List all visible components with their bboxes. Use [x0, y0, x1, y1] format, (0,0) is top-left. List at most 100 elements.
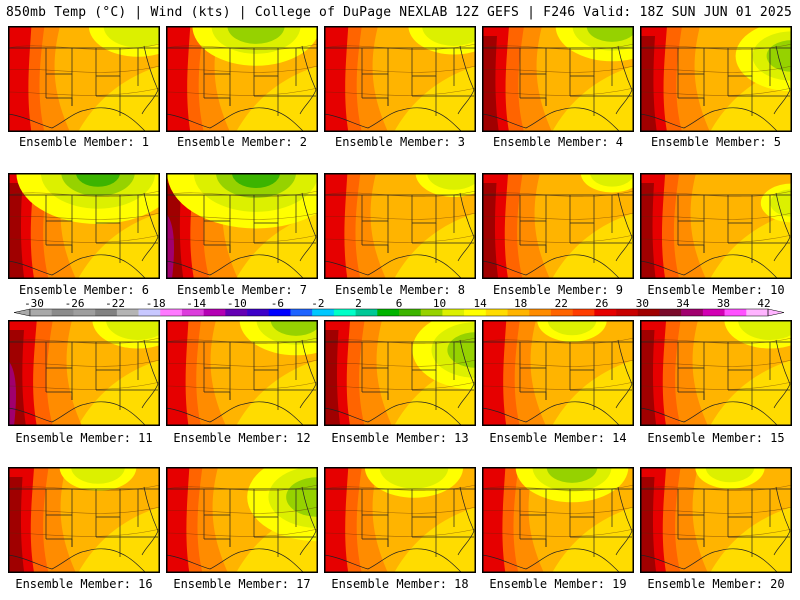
chart-title: 850mb Temp (°C) | Wind (kts) | College o…: [6, 5, 448, 20]
ensemble-member-panel: [166, 26, 318, 132]
colorbar-segment: [160, 309, 183, 316]
colorbar-segment: [420, 309, 443, 316]
colorbar-segment: [442, 309, 465, 316]
colorbar-tick-label: 30: [636, 297, 649, 310]
ensemble-member-label: Ensemble Member: 7: [176, 283, 308, 297]
ensemble-member-panel: [640, 173, 792, 279]
colorbar-tick-label: 26: [595, 297, 608, 310]
ensemble-member-panel: [166, 467, 318, 573]
ensemble-member-panel: [324, 26, 476, 132]
ensemble-member-label: Ensemble Member: 6: [18, 283, 150, 297]
ensemble-member-label: Ensemble Member: 1: [18, 135, 150, 149]
colorbar-segment: [659, 309, 682, 316]
temperature-map: [8, 467, 160, 573]
colorbar-segment: [95, 309, 118, 316]
colorbar-tick-label: -2: [311, 297, 324, 310]
colorbar-tick-label: -30: [24, 297, 44, 310]
ensemble-member-label: Ensemble Member: 2: [176, 135, 308, 149]
ensemble-member-panel: [8, 320, 160, 426]
temperature-map: [166, 173, 318, 279]
colorbar-segment: [181, 309, 204, 316]
colorbar-tick-label: 18: [514, 297, 527, 310]
ensemble-member-panel: [8, 26, 160, 132]
colorbar-segment: [268, 309, 291, 316]
colorbar-segment: [746, 309, 769, 316]
ensemble-member-label: Ensemble Member: 10: [647, 283, 785, 297]
ensemble-member-panel: [8, 467, 160, 573]
ensemble-member-panel: [8, 173, 160, 279]
colorbar-segment: [572, 309, 595, 316]
ensemble-member-label: Ensemble Member: 13: [331, 431, 469, 445]
temperature-map: [482, 467, 634, 573]
temperature-map: [166, 467, 318, 573]
colorbar-segment: [203, 309, 226, 316]
colorbar-segment: [594, 309, 617, 316]
temperature-map: [8, 26, 160, 132]
temperature-map: [482, 26, 634, 132]
ensemble-member-panel: [324, 320, 476, 426]
ensemble-member-panel: [166, 173, 318, 279]
colorbar-segment: [507, 309, 530, 316]
colorbar-tick-label: 10: [433, 297, 446, 310]
temperature-map: [640, 26, 792, 132]
temperature-map: [482, 173, 634, 279]
colorbar-tick-label: -6: [271, 297, 284, 310]
ensemble-member-panel: [640, 467, 792, 573]
temperature-map: [640, 173, 792, 279]
ensemble-member-panel: [482, 173, 634, 279]
ensemble-member-label: Ensemble Member: 8: [334, 283, 466, 297]
colorbar-segment: [116, 309, 139, 316]
ensemble-member-label: Ensemble Member: 5: [650, 135, 782, 149]
colorbar-tick-label: -10: [227, 297, 247, 310]
colorbar-tick-label: 38: [717, 297, 730, 310]
colorbar-segment: [225, 309, 248, 316]
ensemble-member-panel: [640, 320, 792, 426]
colorbar-tick-label: 2: [355, 297, 362, 310]
ensemble-member-label: Ensemble Member: 15: [647, 431, 785, 445]
temperature-map: [324, 173, 476, 279]
colorbar-segment: [312, 309, 335, 316]
temperature-map: [166, 26, 318, 132]
colorbar-segment: [138, 309, 161, 316]
ensemble-member-panel: [324, 467, 476, 573]
ensemble-member-label: Ensemble Member: 14: [489, 431, 627, 445]
colorbar-segment: [681, 309, 704, 316]
ensemble-member-panel: [482, 467, 634, 573]
ensemble-member-panel: [166, 320, 318, 426]
ensemble-member-label: Ensemble Member: 11: [15, 431, 153, 445]
temperature-map: [640, 320, 792, 426]
colorbar-tick-label: 14: [473, 297, 487, 310]
colorbar-segment: [290, 309, 313, 316]
colorbar-tick-label: 42: [757, 297, 770, 310]
colorbar-segment: [529, 309, 552, 316]
run-valid-time: 12Z GEFS | F246 Valid: 18Z SUN JUN 01 20…: [454, 5, 792, 20]
colorbar-tick-label: -18: [146, 297, 166, 310]
colorbar-segment: [355, 309, 378, 316]
colorbar-segment: [30, 309, 53, 316]
temperature-map: [482, 320, 634, 426]
colorbar-tick-label: 22: [555, 297, 568, 310]
colorbar-segment: [637, 309, 660, 316]
temperature-map: [324, 467, 476, 573]
temperature-map: [8, 173, 160, 279]
ensemble-member-label: Ensemble Member: 20: [647, 577, 785, 591]
ensemble-member-label: Ensemble Member: 4: [492, 135, 624, 149]
ensemble-member-label: Ensemble Member: 12: [173, 431, 311, 445]
colorbar-segment: [247, 309, 270, 316]
ensemble-member-label: Ensemble Member: 19: [489, 577, 627, 591]
ensemble-member-panel: [482, 26, 634, 132]
temperature-map: [166, 320, 318, 426]
colorbar-segment: [399, 309, 422, 316]
ensemble-member-panel: [482, 320, 634, 426]
ensemble-member-panel: [640, 26, 792, 132]
colorbar-segment: [702, 309, 725, 316]
colorbar-segment: [377, 309, 400, 316]
colorbar-tick-label: -14: [186, 297, 206, 310]
ensemble-member-label: Ensemble Member: 16: [15, 577, 153, 591]
colorbar-segment: [464, 309, 487, 316]
colorbar-segment: [550, 309, 573, 316]
ensemble-member-label: Ensemble Member: 17: [173, 577, 311, 591]
colorbar-segment: [51, 309, 74, 316]
colorbar-segment: [73, 309, 96, 316]
colorbar-segment: [333, 309, 356, 316]
